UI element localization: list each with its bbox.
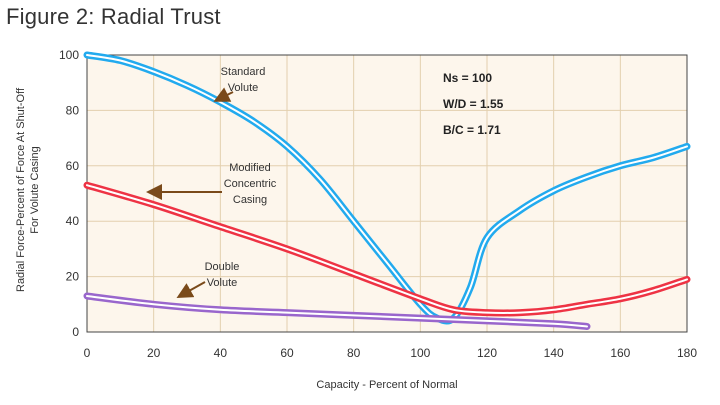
y-tick-label: 60	[66, 159, 80, 173]
x-tick-label: 80	[347, 346, 361, 360]
label-arrow	[176, 281, 206, 298]
data-point	[687, 279, 688, 280]
x-tick-label: 120	[477, 346, 497, 360]
x-tick-label: 140	[544, 346, 564, 360]
data-point	[387, 262, 388, 263]
data-point	[470, 287, 471, 288]
series-label-text: Casing	[233, 194, 267, 206]
x-tick-label: 100	[410, 346, 430, 360]
series-label-text: Volute	[228, 82, 259, 94]
data-point	[220, 226, 221, 227]
data-point	[687, 146, 688, 147]
series-label-text: Concentric	[224, 178, 277, 190]
data-point	[420, 318, 421, 319]
data-point	[420, 304, 421, 305]
data-point	[620, 298, 621, 299]
data-point	[153, 204, 154, 205]
data-point	[453, 309, 454, 310]
data-point	[587, 176, 588, 177]
series-lines	[83, 51, 691, 330]
x-axis-label: Capacity - Percent of Normal	[316, 379, 457, 391]
series-label-text: Modified	[229, 162, 271, 174]
x-tick-label: 180	[677, 346, 697, 360]
data-point	[187, 85, 188, 86]
data-point	[253, 121, 254, 122]
x-tick-label: 60	[280, 346, 294, 360]
data-point	[220, 102, 221, 103]
data-point	[553, 323, 554, 324]
series-labels: Standard Volute Modified Concentric Casing Do…	[146, 66, 277, 298]
x-tick-label: 40	[214, 346, 228, 360]
data-point	[287, 146, 288, 147]
data-point	[353, 273, 354, 274]
data-point	[153, 71, 154, 72]
label-arrow	[213, 87, 234, 102]
series-modified-concentric-casing	[83, 181, 691, 317]
figure-title: Figure 2: Radial Trust	[6, 4, 221, 29]
x-tick-label: 160	[610, 346, 630, 360]
y-tick-label: 0	[72, 325, 79, 339]
param-ns: Ns = 100	[443, 71, 492, 85]
data-point	[320, 179, 321, 180]
data-point	[553, 309, 554, 310]
axis-ticks: 0 20 40 60 80 100 120 140 160 180 0 20 40 60 80 100	[59, 48, 697, 360]
data-point	[287, 312, 288, 313]
data-point	[287, 248, 288, 249]
series-label-text: Double	[205, 261, 240, 273]
y-tick-label: 20	[66, 270, 80, 284]
data-point	[553, 190, 554, 191]
data-point	[220, 309, 221, 310]
series-double-volute	[83, 292, 591, 330]
series-standard-volute	[83, 51, 691, 325]
x-tick-label: 20	[147, 346, 161, 360]
series-line-inner	[86, 54, 688, 322]
y-tick-label: 80	[66, 103, 80, 117]
data-point	[520, 210, 521, 211]
y-tick-label: 100	[59, 48, 79, 62]
data-point	[120, 60, 121, 61]
plot-frame	[86, 54, 688, 333]
y-axis-label-line-1: Radial Force-Percent of Force At Shut-Of…	[15, 87, 27, 292]
data-point	[653, 290, 654, 291]
y-axis-label-line-2: For Volute Casing	[29, 146, 41, 233]
data-point	[620, 165, 621, 166]
label-standard-volute: Standard Volute	[213, 66, 266, 102]
param-bc: B/C = 1.71	[443, 123, 501, 137]
data-point	[487, 237, 488, 238]
data-point	[353, 315, 354, 316]
x-tick-label: 0	[84, 346, 91, 360]
series-line-inner	[86, 295, 588, 328]
y-tick-label: 40	[66, 214, 80, 228]
data-point	[87, 185, 88, 186]
data-point	[87, 295, 88, 296]
series-label-text: Standard	[221, 66, 266, 78]
plot-background	[87, 55, 687, 332]
data-point	[587, 304, 588, 305]
series-line-inner	[86, 184, 688, 314]
data-point	[520, 312, 521, 313]
grid	[87, 55, 687, 332]
label-modified-concentric-casing: Modified Concentric Casing	[146, 162, 277, 206]
series-label-text: Volute	[207, 277, 238, 289]
label-double-volute: Double Volute	[176, 261, 240, 298]
data-point	[587, 326, 588, 327]
param-wd: W/D = 1.55	[443, 97, 504, 111]
data-point	[487, 312, 488, 313]
data-point	[653, 157, 654, 158]
data-point	[420, 298, 421, 299]
data-point	[87, 55, 88, 56]
data-point	[353, 221, 354, 222]
data-point	[487, 320, 488, 321]
data-point	[153, 304, 154, 305]
